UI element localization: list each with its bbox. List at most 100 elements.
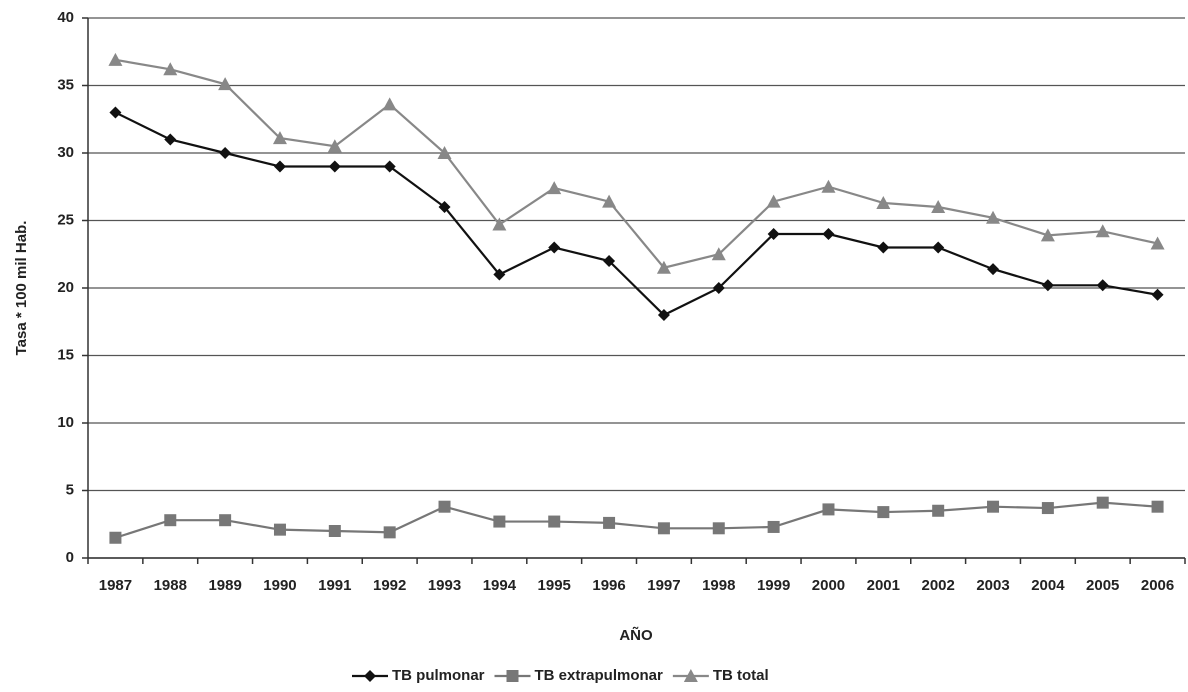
x-tick-label: 1998 bbox=[702, 577, 735, 594]
y-tick-label: 20 bbox=[57, 279, 74, 296]
data-point bbox=[1151, 288, 1164, 301]
x-tick-label: 2002 bbox=[921, 577, 954, 594]
data-point bbox=[273, 523, 286, 536]
data-point bbox=[383, 160, 396, 173]
data-point bbox=[1041, 502, 1054, 515]
data-point bbox=[1096, 496, 1109, 509]
legend-label: TB extrapulmonar bbox=[535, 667, 664, 684]
x-tick-label: 2000 bbox=[812, 577, 845, 594]
data-point bbox=[164, 133, 177, 146]
data-point bbox=[108, 52, 123, 66]
x-tick-label: 1988 bbox=[154, 577, 187, 594]
data-point bbox=[548, 241, 561, 254]
data-point bbox=[327, 139, 342, 153]
data-point bbox=[547, 181, 562, 195]
x-tick-label: 2005 bbox=[1086, 577, 1119, 594]
data-point bbox=[877, 506, 890, 519]
legend-label: TB total bbox=[713, 667, 769, 684]
data-point bbox=[1150, 236, 1165, 250]
data-point bbox=[383, 526, 396, 539]
series-line bbox=[115, 501, 1158, 539]
x-tick-label: 1999 bbox=[757, 577, 790, 594]
x-tick-label: 2001 bbox=[867, 577, 900, 594]
data-point bbox=[219, 147, 232, 159]
y-tick-label: 30 bbox=[57, 144, 74, 161]
data-point bbox=[766, 194, 781, 208]
data-point bbox=[492, 217, 507, 231]
x-tick-label: 1989 bbox=[208, 577, 241, 594]
x-tick-label: 1994 bbox=[483, 577, 517, 594]
legend-label: TB pulmonar bbox=[392, 667, 485, 684]
x-tick-label: 1996 bbox=[592, 577, 625, 594]
data-point bbox=[438, 500, 451, 513]
y-tick-label: 40 bbox=[57, 9, 74, 26]
data-point bbox=[603, 255, 616, 267]
data-point bbox=[273, 160, 286, 173]
data-point bbox=[986, 210, 1001, 224]
data-point bbox=[1096, 279, 1109, 292]
data-point bbox=[987, 500, 1000, 513]
data-point bbox=[328, 160, 341, 173]
data-point bbox=[219, 514, 232, 527]
y-tick-label: 5 bbox=[66, 481, 74, 498]
y-tick-label: 15 bbox=[57, 346, 74, 363]
x-tick-label: 1997 bbox=[647, 577, 680, 594]
x-axis-label: AÑO bbox=[619, 626, 653, 644]
data-point bbox=[163, 62, 178, 76]
x-tick-label: 1992 bbox=[373, 577, 406, 594]
y-tick-label: 10 bbox=[57, 414, 74, 431]
data-point bbox=[931, 200, 946, 213]
data-point bbox=[382, 97, 397, 111]
legend-marker bbox=[506, 670, 519, 682]
data-point bbox=[987, 263, 1000, 276]
x-tick-label: 1991 bbox=[318, 577, 351, 594]
x-tick-label: 1993 bbox=[428, 577, 461, 594]
data-point bbox=[109, 106, 122, 119]
x-tick-label: 1995 bbox=[538, 577, 571, 594]
data-point bbox=[1040, 228, 1055, 242]
data-point bbox=[109, 531, 122, 544]
data-point bbox=[767, 520, 780, 533]
x-tick-label: 1987 bbox=[99, 577, 132, 594]
data-point bbox=[602, 194, 617, 208]
data-point bbox=[548, 515, 561, 528]
x-tick-label: 1990 bbox=[263, 577, 296, 594]
data-point bbox=[437, 146, 452, 159]
y-tick-label: 25 bbox=[57, 211, 74, 228]
data-point bbox=[493, 268, 506, 281]
data-point bbox=[1041, 279, 1054, 292]
x-tick-label: 2006 bbox=[1141, 577, 1174, 594]
y-axis-label: Tasa * 100 mil Hab. bbox=[13, 221, 30, 356]
data-point bbox=[328, 525, 341, 537]
data-point bbox=[1151, 500, 1164, 513]
data-point bbox=[822, 228, 835, 240]
x-tick-label: 2004 bbox=[1031, 577, 1065, 594]
x-tick-label: 2003 bbox=[976, 577, 1009, 594]
data-point bbox=[876, 195, 891, 209]
y-tick-label: 0 bbox=[66, 549, 74, 566]
data-point bbox=[711, 247, 726, 261]
y-tick-label: 35 bbox=[57, 76, 74, 93]
data-point bbox=[932, 241, 945, 254]
series-line bbox=[115, 58, 1158, 269]
data-point bbox=[657, 309, 670, 321]
data-point bbox=[493, 515, 506, 528]
series-line bbox=[114, 111, 1158, 317]
data-point bbox=[821, 179, 836, 193]
data-point bbox=[932, 504, 945, 517]
data-point bbox=[164, 514, 177, 527]
data-point bbox=[272, 131, 287, 145]
legend-marker bbox=[683, 669, 698, 682]
data-point bbox=[438, 201, 451, 213]
data-point bbox=[712, 522, 725, 535]
data-point bbox=[218, 77, 233, 91]
data-point bbox=[657, 522, 670, 535]
data-point bbox=[1095, 224, 1110, 238]
legend-marker bbox=[364, 670, 376, 682]
data-point bbox=[656, 260, 671, 274]
data-point bbox=[712, 282, 725, 294]
data-point bbox=[767, 228, 780, 240]
data-point bbox=[877, 241, 890, 254]
data-point bbox=[603, 516, 616, 529]
